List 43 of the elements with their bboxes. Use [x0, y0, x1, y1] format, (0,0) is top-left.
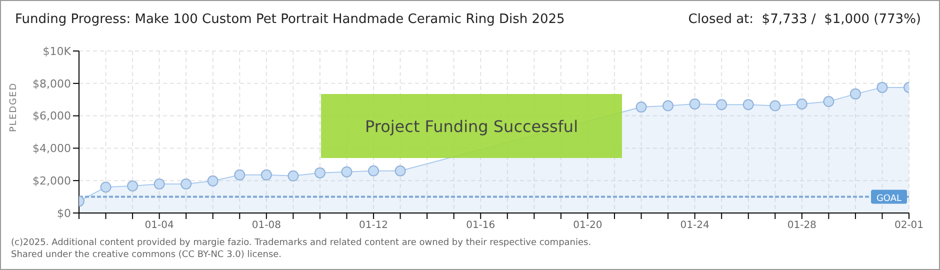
point	[823, 96, 834, 108]
chart-subtitle: Closed at: $7,733 / $1,000 (773%)	[688, 12, 921, 27]
point	[850, 88, 861, 100]
point	[876, 82, 888, 93]
y-axis-title: PLEDGED	[9, 82, 20, 132]
x-tick-label: 01-28	[787, 220, 816, 232]
chart-title: Funding Progress: Make 100 Custom Pet Portrait Handmade Ceramic Ring Dish 2025	[15, 12, 565, 27]
point	[314, 167, 326, 178]
point	[662, 100, 674, 112]
x-tick-label: 01-20	[573, 220, 602, 232]
ref-line-label: GOAL	[876, 194, 902, 204]
point	[394, 165, 406, 176]
y-tick-label: $6,000	[32, 110, 71, 123]
point	[689, 98, 700, 110]
point	[288, 170, 299, 182]
x-tick-label: 01-24	[680, 220, 710, 232]
point	[636, 102, 647, 113]
x-tick-label: 02-01	[894, 220, 924, 232]
point	[100, 182, 112, 193]
point	[770, 100, 781, 112]
y-tick-label: $4,000	[32, 142, 71, 156]
text: Shared under the creative commons (CC BY-NC 3.0) license.	[11, 250, 282, 260]
point	[341, 166, 352, 178]
text: (c)2025. Additional content provided by margie fazio. Trademarks and related content are owned by their respective companies.	[11, 238, 592, 248]
point	[234, 169, 246, 180]
point	[716, 99, 728, 110]
point	[796, 98, 808, 110]
y-tick-label: $2,000	[32, 174, 71, 188]
point	[127, 180, 138, 192]
point	[180, 178, 192, 190]
point	[742, 99, 754, 110]
point	[260, 169, 272, 180]
point	[154, 178, 165, 190]
banner: Project Funding Successful	[321, 94, 622, 158]
y-tick-label: $10K	[42, 44, 72, 58]
point	[368, 165, 380, 176]
x-tick-label: 01-08	[252, 220, 281, 232]
y-tick-label: $8,000	[32, 77, 71, 90]
point	[207, 175, 218, 186]
x-tick-label: 01-12	[358, 220, 388, 232]
x-tick-label: 01-04	[144, 220, 174, 232]
y-tick-label: $0	[57, 206, 71, 220]
x-tick-label: 01-16	[466, 220, 496, 232]
